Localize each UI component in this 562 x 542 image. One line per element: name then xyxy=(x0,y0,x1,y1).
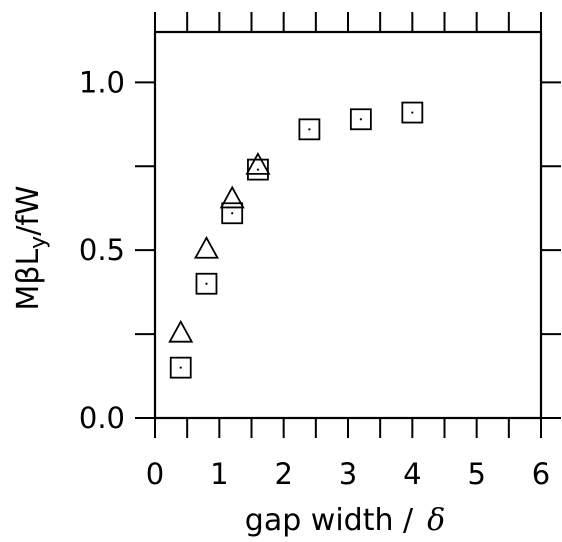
square-marker xyxy=(401,101,424,124)
square-marker-center-dot xyxy=(179,366,182,369)
x-tick-label: 5 xyxy=(467,457,485,491)
square-marker-center-dot xyxy=(231,212,234,215)
x-axis-label-text: gap width / xyxy=(245,503,414,538)
square-marker-center-dot xyxy=(411,111,414,114)
data-points xyxy=(168,101,424,379)
square-marker-center-dot xyxy=(308,128,311,131)
x-tick-label: 4 xyxy=(403,457,421,491)
axis-ticks xyxy=(135,12,561,438)
x-tick-label: 2 xyxy=(274,457,292,491)
x-axis-label: gap width / δ xyxy=(245,503,445,538)
tick-labels: 0 1 2 3 4 5 6 0.0 0.5 1.0 xyxy=(79,65,550,491)
triangle-marker xyxy=(168,319,194,343)
x-tick-label: 3 xyxy=(339,457,357,491)
x-tick-label: 0 xyxy=(146,457,164,491)
square-marker xyxy=(221,202,244,225)
square-marker xyxy=(169,356,192,379)
triangle-marker xyxy=(245,151,271,175)
square-marker xyxy=(298,118,321,141)
y-tick-label: 0.0 xyxy=(79,401,125,435)
x-tick-label: 1 xyxy=(210,457,228,491)
plot-frame xyxy=(153,30,543,420)
square-marker-center-dot xyxy=(205,282,208,285)
y-axis-label: MβLy/fW xyxy=(11,185,51,310)
y-axis-label-part3: /fW xyxy=(11,185,46,235)
square-marker xyxy=(247,158,269,181)
y-tick-label: 0.5 xyxy=(79,233,125,267)
square-marker xyxy=(195,272,218,295)
plot-border xyxy=(153,30,543,420)
triangle-marker xyxy=(219,185,245,209)
square-marker xyxy=(349,108,372,131)
square-marker-center-dot xyxy=(359,118,362,121)
y-axis-label-part2: L xyxy=(11,249,46,266)
x-axis-label-symbol: δ xyxy=(427,503,445,538)
y-tick-label: 1.0 xyxy=(79,65,125,99)
y-axis-label-part1: Mβ xyxy=(11,266,46,311)
y-axis-label-subscript: y xyxy=(26,236,51,249)
square-marker-center-dot xyxy=(256,168,260,171)
triangle-marker xyxy=(193,235,219,259)
x-tick-label: 6 xyxy=(532,457,550,491)
